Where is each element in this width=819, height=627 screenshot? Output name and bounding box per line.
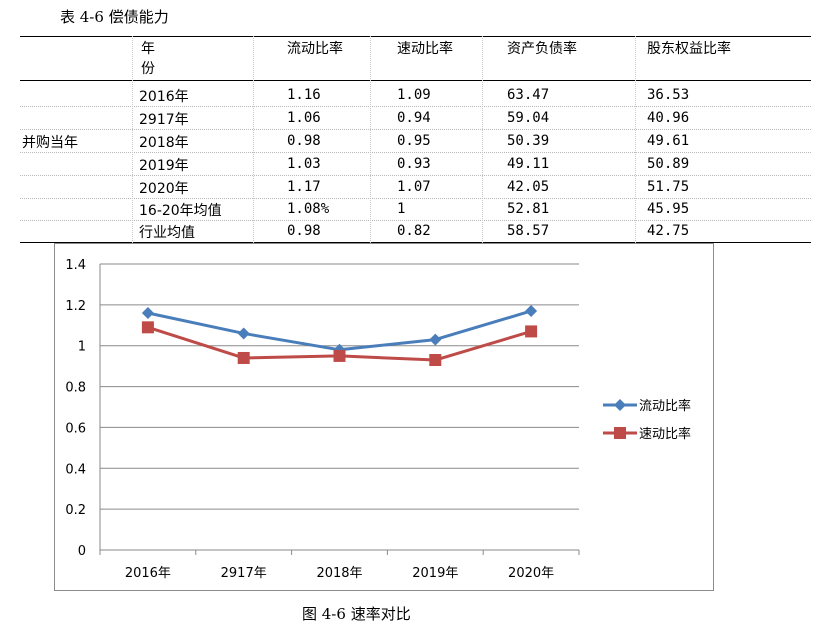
chart-frame: 0 0.2 0.4 0.6 0.8 1 1.2 1.4 2016年 2917年 2018年 2019年… bbox=[54, 243, 714, 591]
legend-marker-diamond bbox=[614, 399, 626, 411]
table-header-rule bbox=[20, 80, 811, 81]
x-tick-label: 2019年 bbox=[412, 566, 458, 581]
row-year-label: 2020年 bbox=[139, 181, 189, 197]
column-divider bbox=[370, 36, 371, 243]
row-year-label: 2019年 bbox=[139, 158, 189, 174]
y-tick-label: 1.2 bbox=[65, 299, 86, 314]
table-top-rule bbox=[20, 36, 811, 37]
row-year-label: 2018年 bbox=[139, 135, 189, 151]
table-cell: 63.47 bbox=[507, 87, 550, 103]
table-cell: 1 bbox=[397, 201, 406, 217]
table-cell: 0.98 bbox=[287, 223, 321, 239]
row-divider bbox=[20, 129, 811, 130]
data-point-square bbox=[525, 325, 538, 338]
row-year-label: 16-20年均值 bbox=[139, 203, 222, 219]
figure-caption: 图 4-6 速率对比 bbox=[302, 605, 411, 623]
column-divider bbox=[132, 36, 133, 243]
column-divider bbox=[635, 36, 636, 243]
data-point-diamond bbox=[429, 333, 442, 346]
table-cell: 50.39 bbox=[507, 133, 550, 149]
x-tick-label: 2018年 bbox=[316, 566, 362, 581]
table-cell: 52.81 bbox=[507, 201, 550, 217]
header-quick-ratio: 速动比率 bbox=[397, 41, 453, 57]
data-point-square bbox=[141, 321, 154, 334]
y-tick-label: 0.8 bbox=[65, 381, 86, 396]
legend-marker-square bbox=[614, 427, 626, 439]
legend-label: 流动比率 bbox=[639, 398, 691, 414]
table-cell: 40.96 bbox=[647, 110, 690, 126]
column-divider bbox=[253, 36, 254, 243]
row-divider bbox=[20, 198, 811, 199]
header-year-line1: 年 bbox=[141, 41, 155, 57]
solvency-table: 年 份 流动比率 速动比率 资产负债率 股东权益比率 并购当年 2016年 1.1… bbox=[20, 36, 811, 243]
x-tick-label: 2016年 bbox=[125, 566, 171, 581]
table-caption: 表 4-6 偿债能力 bbox=[60, 8, 169, 26]
table-cell: 49.61 bbox=[647, 133, 690, 149]
row-year-label: 2917年 bbox=[139, 112, 189, 128]
line-chart: 0 0.2 0.4 0.6 0.8 1 1.2 1.4 2016年 2917年 2018年 2019年… bbox=[65, 258, 691, 581]
row-divider bbox=[20, 152, 811, 153]
table-cell: 1.07 bbox=[397, 179, 431, 195]
table-cell: 42.75 bbox=[647, 223, 690, 239]
row-year-label: 行业均值 bbox=[139, 225, 195, 241]
header-current-ratio: 流动比率 bbox=[287, 41, 343, 57]
table-cell: 51.75 bbox=[647, 179, 690, 195]
y-tick-label: 0.6 bbox=[65, 421, 86, 436]
table-cell: 1.06 bbox=[287, 110, 321, 126]
header-equity-ratio: 股东权益比率 bbox=[647, 41, 731, 57]
table-cell: 36.53 bbox=[647, 87, 690, 103]
y-tick-label: 0.2 bbox=[65, 503, 86, 518]
y-tick-label: 0.4 bbox=[65, 462, 86, 477]
table-cell: 1.09 bbox=[397, 87, 431, 103]
legend-label: 速动比率 bbox=[639, 426, 691, 442]
data-point-diamond bbox=[525, 304, 538, 317]
table-cell: 0.95 bbox=[397, 133, 431, 149]
y-tick-label: 0 bbox=[78, 544, 86, 559]
data-point-diamond bbox=[141, 307, 154, 320]
table-cell: 49.11 bbox=[507, 156, 550, 172]
data-point-diamond bbox=[237, 327, 250, 340]
table-cell: 0.82 bbox=[397, 223, 431, 239]
column-divider bbox=[482, 36, 483, 243]
header-debt-ratio: 资产负债率 bbox=[507, 41, 577, 57]
table-cell: 0.94 bbox=[397, 110, 431, 126]
table-cell: 1.16 bbox=[287, 87, 321, 103]
y-tick-label: 1.4 bbox=[65, 258, 86, 273]
data-point-square bbox=[429, 354, 442, 367]
row-year-label: 2016年 bbox=[139, 89, 189, 105]
table-cell: 0.98 bbox=[287, 133, 321, 149]
y-tick-label: 1 bbox=[78, 340, 86, 355]
row-divider bbox=[20, 106, 811, 107]
table-cell: 50.89 bbox=[647, 156, 690, 172]
table-bottom-rule bbox=[20, 242, 811, 243]
table-cell: 59.04 bbox=[507, 110, 550, 126]
data-point-square bbox=[237, 351, 250, 364]
x-tick-label: 2020年 bbox=[508, 566, 554, 581]
data-point-square bbox=[333, 349, 346, 362]
table-cell: 0.93 bbox=[397, 156, 431, 172]
row-divider bbox=[20, 175, 811, 176]
group-label: 并购当年 bbox=[22, 135, 78, 151]
table-cell: 1.08% bbox=[287, 201, 330, 217]
table-cell: 1.17 bbox=[287, 179, 321, 195]
table-cell: 1.03 bbox=[287, 156, 321, 172]
table-cell: 42.05 bbox=[507, 179, 550, 195]
header-year-line2: 份 bbox=[141, 61, 155, 77]
x-tick-label: 2917年 bbox=[221, 566, 267, 581]
table-cell: 58.57 bbox=[507, 223, 550, 239]
table-cell: 45.95 bbox=[647, 201, 690, 217]
row-divider bbox=[20, 220, 811, 221]
